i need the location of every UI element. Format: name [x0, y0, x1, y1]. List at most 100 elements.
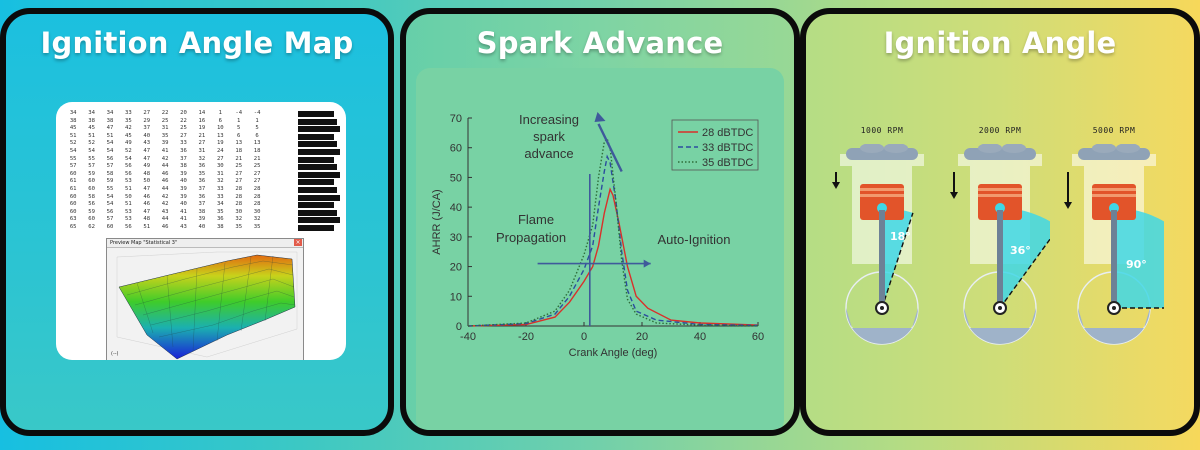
map-cell: 28	[253, 186, 261, 192]
map-cell: 44	[161, 216, 169, 223]
rpm-label: 2000 RPM	[978, 126, 1022, 135]
map-cell: 34	[106, 110, 114, 116]
map-cell: 27	[235, 178, 243, 185]
annotation-propagation: Propagation	[496, 230, 566, 245]
ignition-dashed-line	[881, 212, 914, 309]
angle-label: 90°	[1126, 258, 1147, 271]
map-cell: 48	[143, 216, 151, 223]
y-tick-label: 50	[450, 172, 462, 184]
crank-center	[998, 306, 1002, 310]
rpm-label: 5000 RPM	[1092, 126, 1136, 135]
map-cell: 54	[69, 148, 77, 154]
legend-label-3: 35 dBTDC	[702, 157, 753, 169]
series-line-1	[467, 187, 759, 327]
map-cell: 35	[161, 132, 169, 139]
map-cell: 52	[124, 148, 132, 154]
map-cell: 63	[69, 216, 77, 223]
y-tick-label: 10	[450, 291, 462, 303]
map-cell: 54	[106, 193, 114, 200]
map-table-row: 52 52 54 49 43 39 33 27 19 13 13	[64, 140, 266, 149]
map-table-row: 54 54 54 52 47 41 36 31 24 18 18	[64, 148, 266, 157]
map-cell: 16	[198, 117, 206, 124]
map-row-bar	[298, 171, 340, 178]
map-cell: 6	[237, 132, 241, 139]
valve-right	[884, 144, 908, 153]
map-cell: 59	[106, 178, 114, 185]
piston-ring	[978, 188, 1022, 191]
ignition-sweep-wedge	[1114, 208, 1164, 308]
map-cell: 28	[253, 193, 261, 200]
map-cell: 57	[106, 163, 114, 170]
x-tick-label: 40	[694, 331, 706, 343]
map-cell: 65	[69, 224, 77, 230]
map-table-row: 63 60 57 53 48 44 41 39 36 32 32	[64, 216, 266, 225]
down-arrow-head	[1064, 202, 1072, 209]
crank-center	[880, 306, 884, 310]
map-cell: 52	[88, 140, 95, 147]
map-row-bar	[298, 194, 340, 201]
map-cell: 47	[143, 148, 151, 154]
map-cell: 27	[253, 170, 261, 177]
map-cell: 46	[161, 170, 169, 177]
map-cell: 51	[143, 224, 151, 230]
map-cell: 46	[143, 201, 151, 208]
crank-case	[846, 308, 918, 344]
map-cell: 20	[180, 110, 187, 116]
annotation-advance: advance	[524, 146, 573, 161]
map-cell: 38	[106, 117, 114, 124]
map-cell: 54	[106, 148, 114, 154]
crank-case	[1078, 308, 1150, 344]
map-row-bar	[298, 156, 334, 163]
3d-surface-plot	[116, 251, 298, 360]
map-cell: 39	[161, 140, 169, 147]
advance-arrow-head	[594, 111, 606, 122]
angle-label: 36°	[1010, 244, 1031, 257]
map-row-bar	[298, 149, 340, 155]
map-cell: 40	[143, 132, 151, 139]
map-cell: -4	[235, 110, 243, 116]
map-cell: 50	[143, 178, 151, 185]
map-cell: 60	[88, 178, 95, 185]
y-tick-label: 60	[450, 143, 462, 155]
map-cell: 59	[88, 208, 95, 215]
map-cell: 33	[216, 186, 224, 192]
map-cell: 54	[88, 148, 95, 154]
map-cell: 41	[180, 208, 187, 215]
map-cell: 35	[198, 170, 206, 177]
map-cell: 54	[124, 155, 132, 162]
map-cell: 60	[69, 193, 77, 200]
map-cell: 35	[235, 224, 243, 230]
ignition-sweep-wedge	[1000, 208, 1050, 308]
panel-title: Ignition Angle	[883, 26, 1117, 60]
map-cell: 51	[106, 132, 114, 139]
advance-arrow-line	[597, 123, 623, 173]
map-cell: 38	[216, 224, 224, 230]
map-cell: 46	[143, 193, 151, 200]
map-cell: 28	[235, 186, 243, 192]
ahrr-chart: -40 -20 0 20 40 60 0 10 20 30 40 50 60 70 Crank Angle …	[431, 111, 764, 359]
map-cell: 38	[180, 163, 187, 170]
map-cell: 61	[69, 186, 77, 192]
map-cell: 52	[69, 140, 77, 147]
map-cell: 34	[88, 110, 95, 116]
close-icon[interactable]: ×	[294, 239, 302, 246]
y-tick-label: 40	[450, 202, 462, 214]
down-arrow-head	[950, 192, 958, 199]
map-cell: 21	[235, 155, 243, 162]
y-tick-label: 0	[456, 321, 462, 333]
map-cell: 49	[143, 163, 151, 170]
ignition-angle-map-panel: Ignition Angle Map 34 34 34 33 27 22 20 14 1 -4 -4…	[0, 8, 394, 436]
legend-label-1: 28 dBTDC	[702, 127, 753, 139]
map-cell: 22	[180, 117, 187, 124]
map-cell: 50	[124, 193, 132, 200]
map-cell: 27	[143, 110, 151, 116]
piston-ring	[860, 188, 904, 191]
map-cell: 61	[69, 178, 77, 185]
map-table-row: 45 45 47 42 37 31 25 19 10 5 5	[64, 125, 266, 134]
map-cell: 29	[143, 117, 151, 124]
map-cell: 10	[216, 125, 224, 132]
map-image-card: 34 34 34 33 27 22 20 14 1 -4 -4 38 38 38 35 29 25 22 16 6 1 1…	[56, 102, 346, 360]
map-cell: 35	[124, 117, 132, 124]
piston-ring	[860, 194, 904, 197]
map-row-bar	[298, 111, 334, 117]
